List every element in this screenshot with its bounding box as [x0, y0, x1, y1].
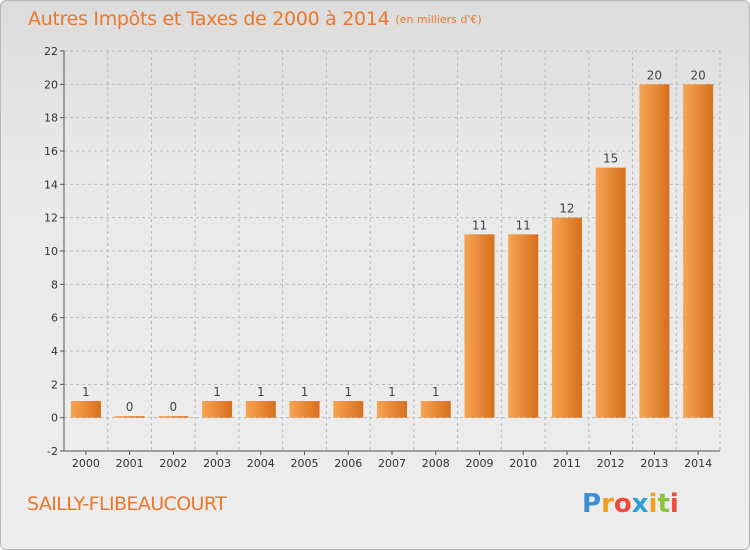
- bar: [464, 234, 495, 418]
- x-tick-label: 2004: [247, 457, 275, 470]
- bar: [420, 401, 451, 418]
- y-tick-label: 4: [51, 345, 58, 358]
- y-tick-label: 10: [44, 245, 58, 258]
- bar-value-label: 1: [257, 385, 265, 399]
- bar-value-label: 0: [170, 400, 178, 414]
- logo-letter: x: [631, 489, 649, 519]
- bar-value-label: 1: [432, 385, 440, 399]
- bar: [245, 401, 276, 418]
- bar: [595, 167, 626, 418]
- y-tick-label: 16: [44, 145, 58, 158]
- bar-value-label: 1: [301, 385, 309, 399]
- x-tick-label: 2013: [640, 457, 668, 470]
- chart-title-main: Autres Impôts et Taxes de 2000 à 2014: [28, 8, 390, 30]
- logo-letter: t: [657, 489, 670, 519]
- y-tick-label: 2: [51, 378, 58, 391]
- bar-value-label: 15: [603, 152, 618, 166]
- x-tick-label: 2009: [465, 457, 493, 470]
- x-tick-label: 2005: [291, 457, 319, 470]
- bar-value-label: 11: [472, 218, 487, 232]
- y-tick-label: 6: [51, 312, 58, 325]
- bar-value-label: 20: [647, 68, 662, 82]
- chart-title: Autres Impôts et Taxes de 2000 à 2014 (en…: [28, 8, 482, 30]
- y-tick-label: 14: [44, 178, 58, 191]
- commune-name: SAILLY-FLIBEAUCOURT: [27, 493, 227, 515]
- bar: [333, 401, 364, 418]
- y-tick-label: -2: [47, 445, 58, 458]
- bar: [289, 401, 320, 418]
- x-tick-label: 2003: [203, 457, 231, 470]
- bar: [551, 217, 582, 418]
- bar: [639, 84, 670, 418]
- bar: [114, 416, 145, 418]
- bar-value-label: 1: [344, 385, 352, 399]
- x-tick-label: 2012: [597, 457, 625, 470]
- bar: [508, 234, 539, 418]
- x-tick-label: 2014: [684, 457, 712, 470]
- logo-letter: P: [582, 489, 602, 519]
- bar-value-label: 0: [126, 400, 134, 414]
- y-tick-label: 18: [44, 112, 58, 125]
- x-tick-label: 2008: [422, 457, 450, 470]
- x-tick-label: 2000: [72, 457, 100, 470]
- proxiti-logo: Proxiti: [582, 489, 679, 519]
- logo-letter: i: [669, 489, 679, 519]
- x-tick-label: 2006: [334, 457, 362, 470]
- x-tick-label: 2010: [509, 457, 537, 470]
- logo-letter: i: [648, 489, 658, 519]
- chart-title-unit: (en milliers d'€): [395, 13, 482, 26]
- bar-value-label: 1: [82, 385, 90, 399]
- y-tick-label: 8: [51, 278, 58, 291]
- x-tick-label: 2001: [116, 457, 144, 470]
- bar-value-label: 1: [388, 385, 396, 399]
- y-tick-label: 12: [44, 212, 58, 225]
- bar: [158, 416, 189, 418]
- bar-value-label: 20: [690, 68, 705, 82]
- logo-letter: r: [601, 489, 614, 519]
- y-tick-label: 22: [44, 45, 58, 58]
- bar-value-label: 1: [213, 385, 221, 399]
- bar-value-label: 11: [516, 218, 531, 232]
- bar: [70, 401, 101, 418]
- bar: [377, 401, 407, 418]
- bars: [70, 84, 714, 418]
- x-tick-label: 2011: [553, 457, 581, 470]
- x-tick-label: 2007: [378, 457, 406, 470]
- y-tick-label: 0: [51, 412, 58, 425]
- bar: [683, 84, 714, 418]
- y-tick-label: 20: [44, 78, 58, 91]
- bar-value-label: 12: [559, 202, 574, 216]
- logo-letter: o: [613, 489, 632, 519]
- bar: [202, 401, 233, 418]
- x-tick-label: 2002: [159, 457, 187, 470]
